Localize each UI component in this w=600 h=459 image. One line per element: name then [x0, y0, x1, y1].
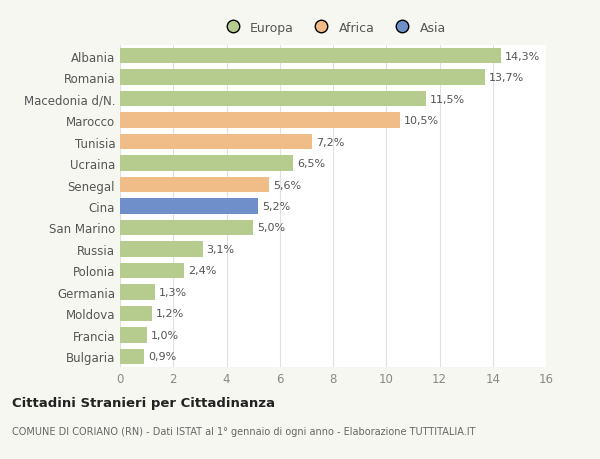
Bar [120, 178, 269, 193]
Text: 6,5%: 6,5% [297, 159, 325, 169]
Text: 10,5%: 10,5% [404, 116, 439, 126]
Text: 1,0%: 1,0% [151, 330, 179, 340]
Bar [120, 263, 184, 279]
Text: 11,5%: 11,5% [430, 95, 466, 105]
Bar [120, 134, 312, 150]
Text: 5,0%: 5,0% [257, 223, 285, 233]
Text: 0,9%: 0,9% [148, 352, 176, 362]
Text: 7,2%: 7,2% [316, 137, 344, 147]
Text: 5,6%: 5,6% [273, 180, 301, 190]
Text: COMUNE DI CORIANO (RN) - Dati ISTAT al 1° gennaio di ogni anno - Elaborazione TU: COMUNE DI CORIANO (RN) - Dati ISTAT al 1… [12, 426, 476, 436]
Bar [120, 327, 146, 343]
Text: 1,3%: 1,3% [158, 287, 187, 297]
Bar [120, 156, 293, 171]
Bar [120, 70, 485, 86]
Text: 3,1%: 3,1% [206, 244, 235, 254]
Bar [120, 220, 253, 235]
Bar [120, 92, 426, 107]
Bar [120, 49, 501, 64]
Text: 14,3%: 14,3% [505, 51, 540, 62]
Bar [120, 199, 259, 214]
Text: Cittadini Stranieri per Cittadinanza: Cittadini Stranieri per Cittadinanza [12, 396, 275, 409]
Bar [120, 306, 152, 321]
Text: 2,4%: 2,4% [188, 266, 216, 276]
Text: 1,2%: 1,2% [156, 308, 184, 319]
Bar [120, 285, 155, 300]
Bar [120, 349, 144, 364]
Text: 13,7%: 13,7% [489, 73, 524, 83]
Bar [120, 242, 203, 257]
Legend: Europa, Africa, Asia: Europa, Africa, Asia [215, 17, 451, 40]
Bar [120, 113, 400, 129]
Text: 5,2%: 5,2% [262, 202, 290, 212]
